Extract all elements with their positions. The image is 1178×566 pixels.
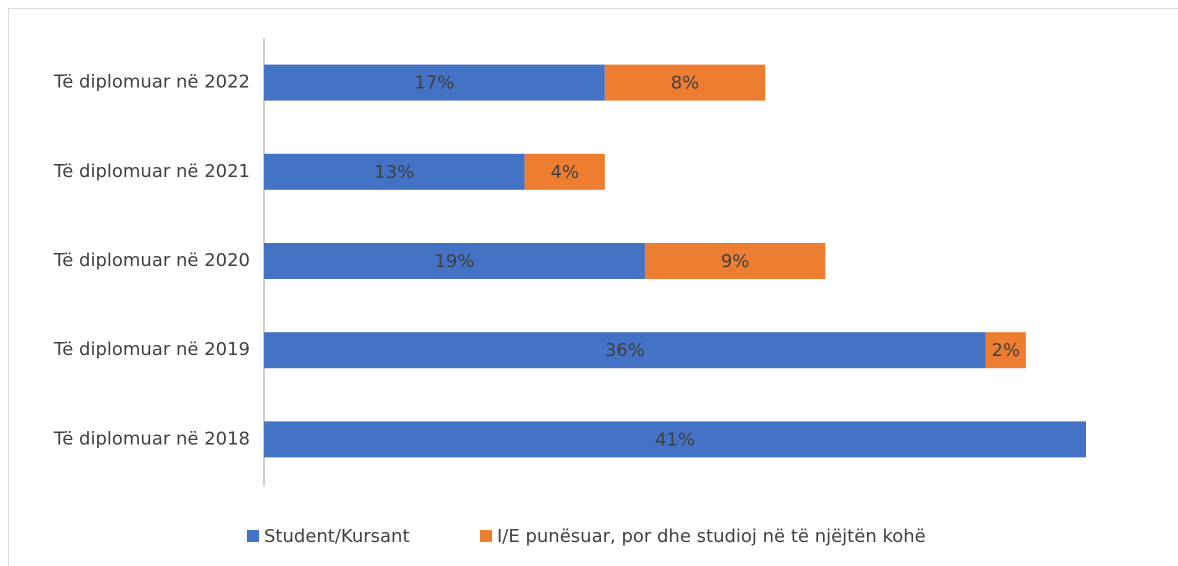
bar-segment bbox=[644, 243, 826, 279]
category-label: Të diplomuar në 2021 bbox=[53, 161, 250, 182]
data-label: 2% bbox=[992, 340, 1021, 361]
data-label: 13% bbox=[374, 162, 414, 183]
data-label: 4% bbox=[550, 162, 579, 183]
chart-frame bbox=[8, 8, 1178, 566]
bar-segment bbox=[264, 64, 605, 101]
bar-segment bbox=[985, 332, 1026, 369]
bar-segment bbox=[524, 153, 605, 190]
category-label: Të diplomuar në 2019 bbox=[53, 339, 250, 360]
bar-segment bbox=[264, 153, 525, 190]
data-label: 17% bbox=[414, 73, 454, 94]
data-label: 36% bbox=[605, 340, 645, 361]
legend-swatch bbox=[480, 530, 492, 542]
data-label: 19% bbox=[434, 251, 474, 272]
legend-swatch bbox=[247, 530, 259, 542]
bar-segment bbox=[264, 332, 986, 369]
data-label: 9% bbox=[721, 251, 750, 272]
category-label: Të diplomuar në 2018 bbox=[53, 428, 250, 449]
bar-segment bbox=[604, 64, 766, 101]
legend-label: I/E punësuar, por dhe studioj në të njëj… bbox=[497, 526, 926, 547]
category-label: Të diplomuar në 2022 bbox=[53, 72, 250, 93]
data-label: 8% bbox=[671, 73, 700, 94]
bar-segment bbox=[264, 243, 645, 279]
legend-label: Student/Kursant bbox=[264, 526, 410, 547]
category-label: Të diplomuar në 2020 bbox=[53, 250, 250, 271]
bar-segment bbox=[264, 421, 1086, 458]
data-label: 41% bbox=[655, 429, 695, 450]
